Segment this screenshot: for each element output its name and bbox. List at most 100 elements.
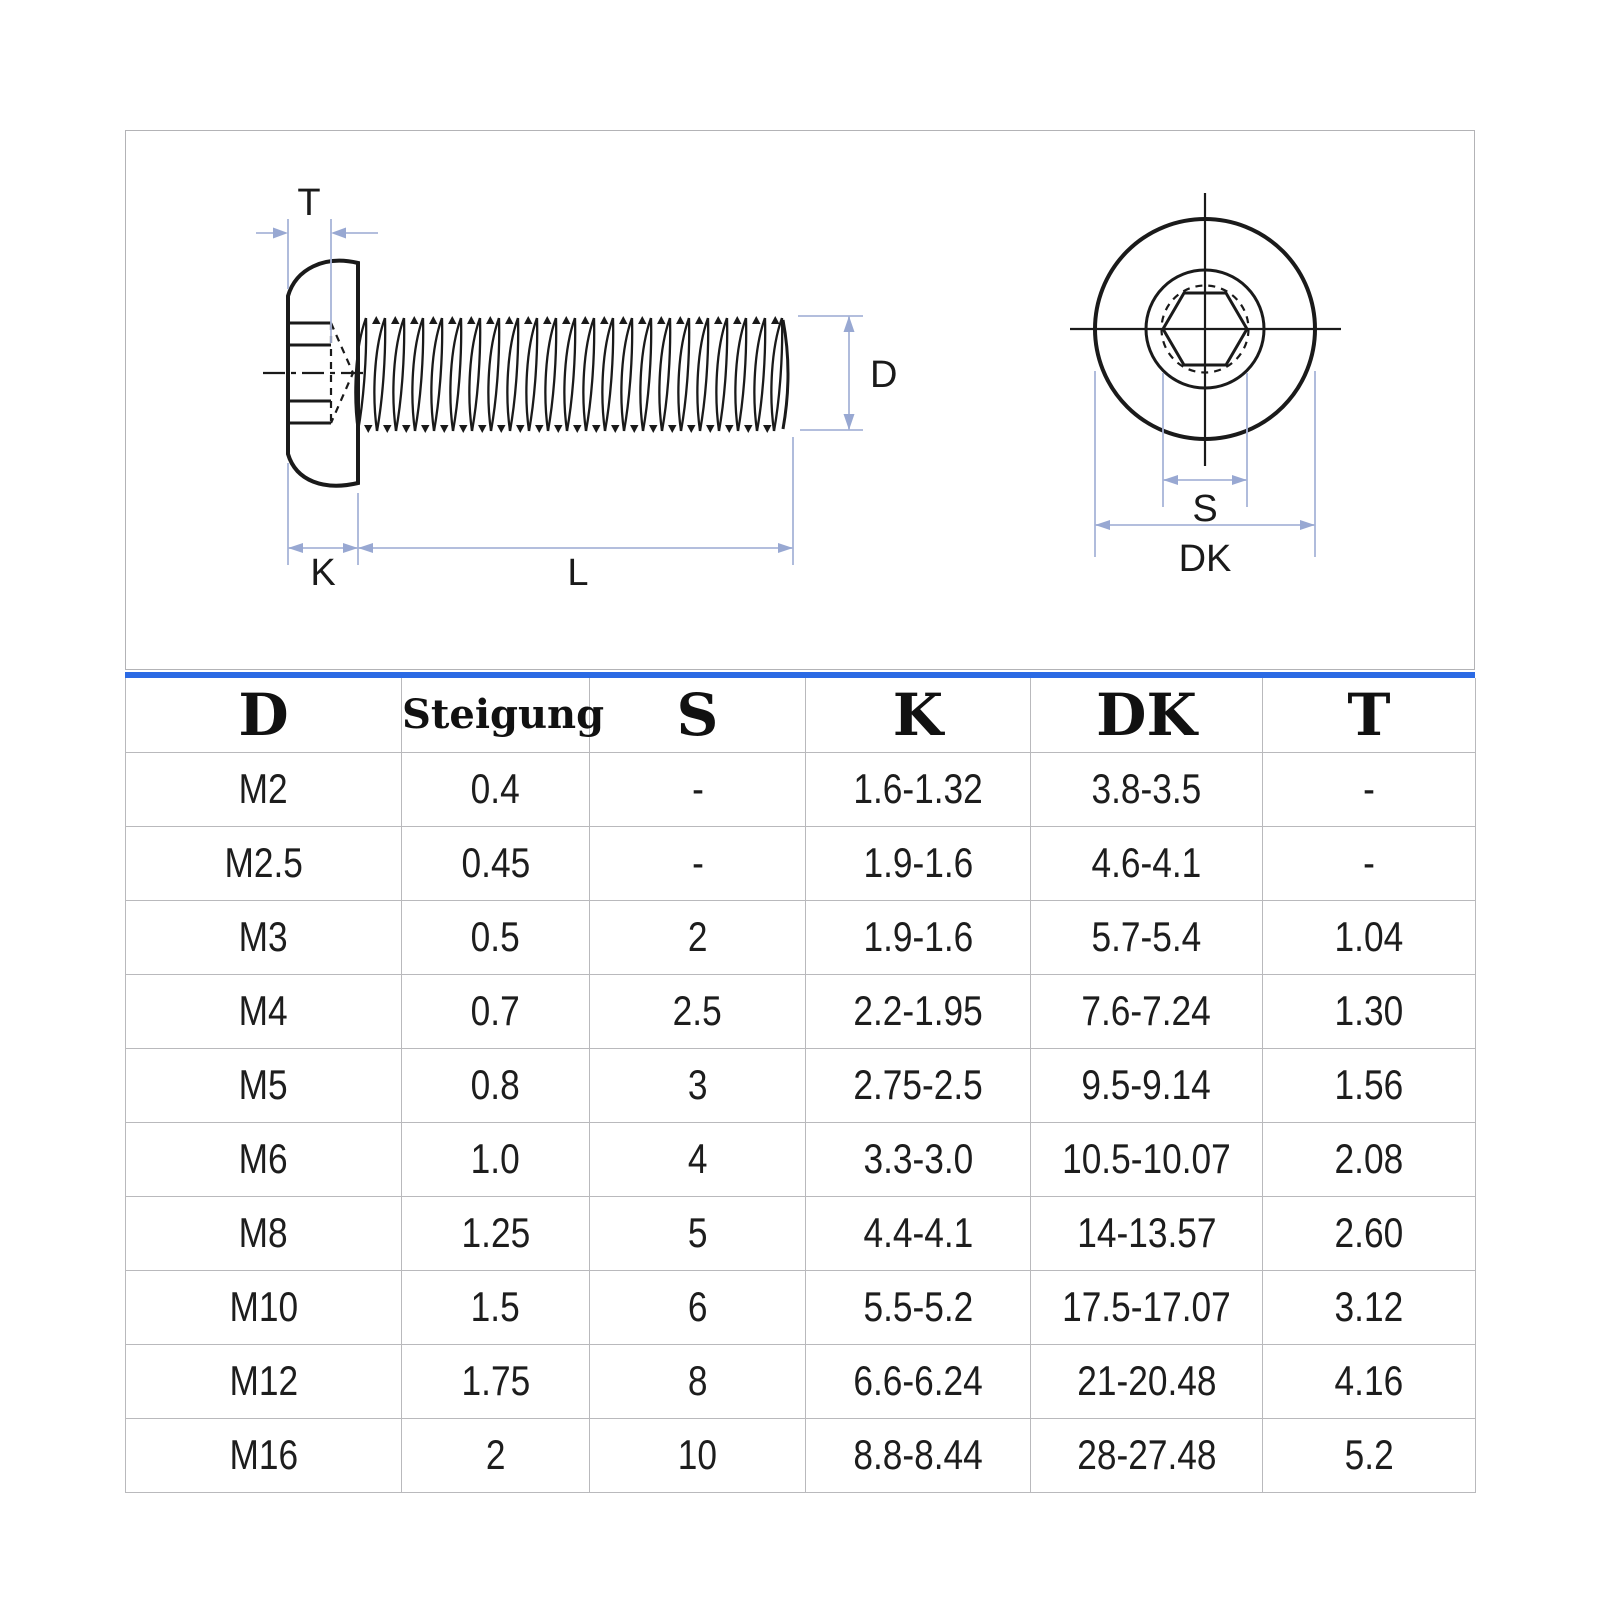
table-cell: 21-20.48 — [1030, 1343, 1263, 1419]
table-cell: 3.8-3.5 — [1030, 751, 1263, 827]
table-cell: 0.8 — [401, 1047, 590, 1123]
thread — [355, 316, 784, 433]
table-cell: 2 — [589, 899, 806, 975]
column-header: S — [589, 678, 806, 753]
table-cell: 14-13.57 — [1030, 1195, 1263, 1271]
table-cell: 28-27.48 — [1030, 1417, 1263, 1493]
table-row: M2.5 0.45 - 1.9-1.6 4.6-4.1 - — [125, 825, 1476, 901]
table-cell: M3 — [125, 899, 402, 975]
table-cell: 2.5 — [589, 973, 806, 1049]
dimension-S: S — [1162, 373, 1248, 530]
dim-label-T: T — [297, 182, 320, 224]
table-cell: M8 — [125, 1195, 402, 1271]
drawing-panel: T K L — [125, 130, 1475, 670]
table-cell: 5.5-5.2 — [805, 1269, 1031, 1345]
table-cell: M10 — [125, 1269, 402, 1345]
dim-label-K: K — [310, 552, 335, 594]
spec-table: D Steigung S K DK T M2 0.4 - 1.6-1.32 3.… — [125, 678, 1476, 1493]
table-row: M3 0.5 2 1.9-1.6 5.7-5.4 1.04 — [125, 899, 1476, 975]
table-cell: - — [1262, 751, 1476, 827]
table-cell: 2.08 — [1262, 1121, 1476, 1197]
table-cell: 3.3-3.0 — [805, 1121, 1031, 1197]
table-cell: 3.12 — [1262, 1269, 1476, 1345]
dimension-K: K — [287, 463, 359, 594]
screw-head-outline — [286, 258, 360, 488]
table-cell: 4.16 — [1262, 1343, 1476, 1419]
table-cell: 6.6-6.24 — [805, 1343, 1031, 1419]
table-cell: 2.2-1.95 — [805, 973, 1031, 1049]
table-cell: 4.6-4.1 — [1030, 825, 1263, 901]
head-outer-circle — [1093, 217, 1317, 441]
dimension-L: L — [358, 437, 794, 594]
column-header: D — [125, 678, 402, 753]
table-row: M10 1.5 6 5.5-5.2 17.5-17.07 3.12 — [125, 1269, 1476, 1345]
table-cell: M2 — [125, 751, 402, 827]
table-row: M5 0.8 3 2.75-2.5 9.5-9.14 1.56 — [125, 1047, 1476, 1123]
table-cell: 8 — [589, 1343, 806, 1419]
table-cell: 2.75-2.5 — [805, 1047, 1031, 1123]
table-cell: 4 — [589, 1121, 806, 1197]
column-header: DK — [1030, 678, 1263, 753]
table-cell: M2.5 — [125, 825, 402, 901]
dimension-D: D — [798, 315, 897, 431]
content-sheet: T K L — [125, 130, 1476, 1493]
table-cell: 2.60 — [1262, 1195, 1476, 1271]
table-cell: 0.4 — [401, 751, 590, 827]
dimension-T: T — [256, 182, 378, 343]
table-cell: 1.56 — [1262, 1047, 1476, 1123]
table-cell: 1.04 — [1262, 899, 1476, 975]
column-header: K — [805, 678, 1031, 753]
column-header: Steigung — [401, 678, 604, 753]
table-cell: 6 — [589, 1269, 806, 1345]
table-cell: 17.5-17.07 — [1030, 1269, 1263, 1345]
table-cell: 1.75 — [401, 1343, 590, 1419]
table-cell: 7.6-7.24 — [1030, 973, 1263, 1049]
hex-socket — [1161, 291, 1249, 367]
table-cell: 5.7-5.4 — [1030, 899, 1263, 975]
table-cell: 0.7 — [401, 973, 590, 1049]
table-row: M6 1.0 4 3.3-3.0 10.5-10.07 2.08 — [125, 1121, 1476, 1197]
dim-label-DK: DK — [1179, 538, 1232, 580]
table-cell: 1.0 — [401, 1121, 590, 1197]
table-cell: M16 — [125, 1417, 402, 1493]
table-cell: M4 — [125, 973, 402, 1049]
table-cell: - — [589, 825, 806, 901]
table-row: M16 2 10 8.8-8.44 28-27.48 5.2 — [125, 1417, 1476, 1493]
table-cell: 1.30 — [1262, 973, 1476, 1049]
separator-line — [125, 672, 1475, 678]
dim-label-L: L — [567, 552, 588, 594]
table-cell: 5.2 — [1262, 1417, 1476, 1493]
table-cell: 10 — [589, 1417, 806, 1493]
screw-side-view: T K L — [256, 182, 897, 594]
table-cell: 4.4-4.1 — [805, 1195, 1031, 1271]
table-cell: 9.5-9.14 — [1030, 1047, 1263, 1123]
table-cell: M12 — [125, 1343, 402, 1419]
table-cell: 8.8-8.44 — [805, 1417, 1031, 1493]
screw-front-view: S DK — [1070, 193, 1341, 580]
dim-label-S: S — [1192, 488, 1217, 530]
table-cell: 2 — [401, 1417, 590, 1493]
column-header: T — [1262, 678, 1476, 753]
head-inner-circle — [1144, 268, 1266, 390]
table-cell: 1.25 — [401, 1195, 590, 1271]
table-cell: - — [1262, 825, 1476, 901]
table-cell: 0.5 — [401, 899, 590, 975]
header-row: D Steigung S K DK T — [125, 678, 1476, 753]
table-cell: 5 — [589, 1195, 806, 1271]
table-cell: 1.6-1.32 — [805, 751, 1031, 827]
table-cell: 1.5 — [401, 1269, 590, 1345]
technical-drawing: T K L — [256, 182, 1341, 594]
table-cell: - — [589, 751, 806, 827]
table-cell: M6 — [125, 1121, 402, 1197]
table-cell: 3 — [589, 1047, 806, 1123]
table-row: M8 1.25 5 4.4-4.1 14-13.57 2.60 — [125, 1195, 1476, 1271]
table-row: M4 0.7 2.5 2.2-1.95 7.6-7.24 1.30 — [125, 973, 1476, 1049]
table-cell: 10.5-10.07 — [1030, 1121, 1263, 1197]
dim-label-D: D — [870, 354, 897, 396]
table-row: M2 0.4 - 1.6-1.32 3.8-3.5 - — [125, 751, 1476, 827]
table-cell: M5 — [125, 1047, 402, 1123]
table-row: M12 1.75 8 6.6-6.24 21-20.48 4.16 — [125, 1343, 1476, 1419]
shaft-end — [781, 319, 790, 430]
table-cell: 1.9-1.6 — [805, 899, 1031, 975]
